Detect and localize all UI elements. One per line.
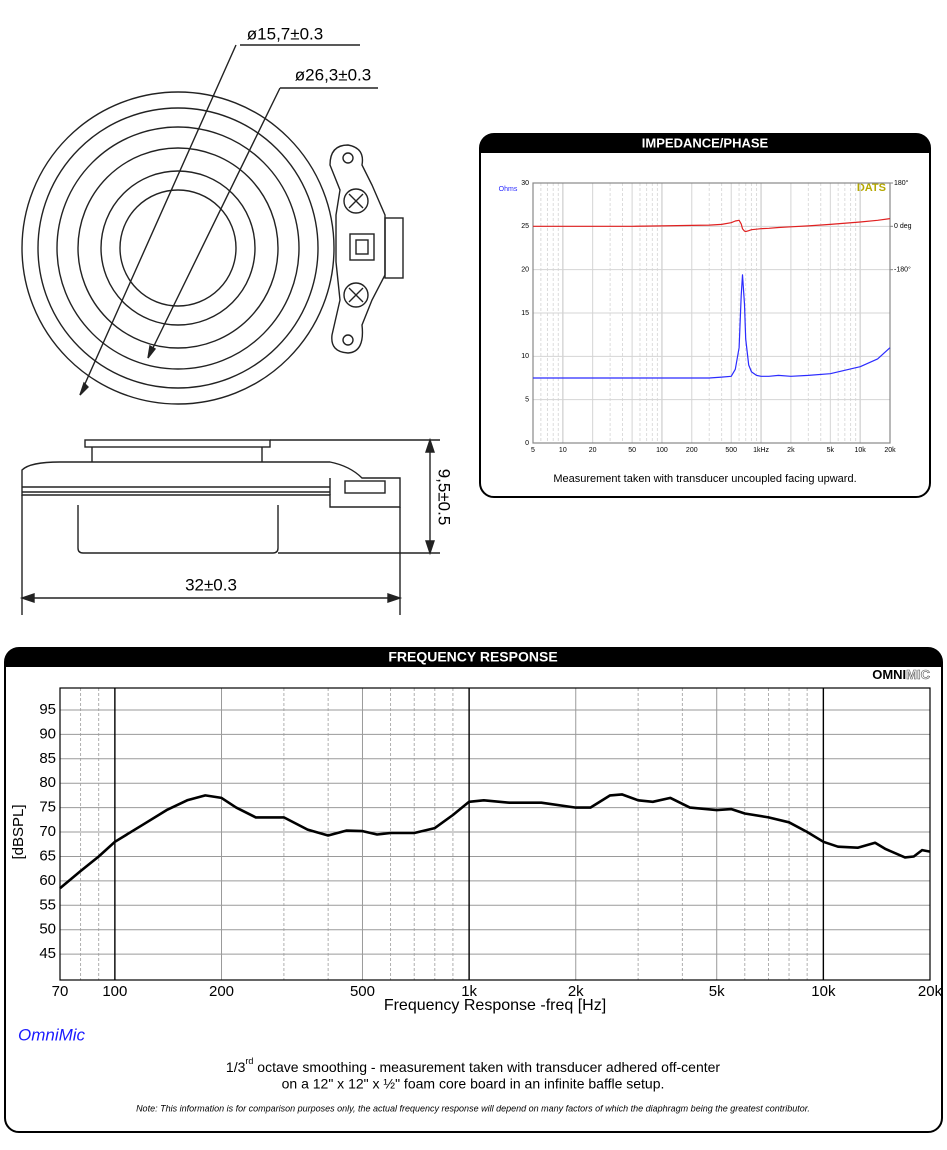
x-tick-label: 2k — [568, 983, 584, 1000]
x-tick-label: 20k — [884, 447, 896, 454]
caption: on a 12" x 12" x ½" foam core board in a… — [282, 1076, 665, 1092]
x-tick-label: 1kHz — [753, 447, 769, 454]
caption: 1/3rd octave smoothing - measurement tak… — [226, 1056, 720, 1074]
y-axis-label: Ohms — [499, 186, 518, 193]
source: OmniMic — [18, 1025, 86, 1044]
x-tick-label: 200 — [686, 447, 698, 454]
brand: OMNIMIC — [872, 667, 930, 682]
y-tick-label: 50 — [39, 921, 56, 938]
series-line — [533, 274, 891, 379]
x-tick-label: 50 — [628, 447, 636, 454]
dimension-label: ø15,7±0.3 — [247, 24, 323, 43]
plot-frame — [532, 182, 891, 444]
x-tick-label: 10k — [811, 983, 836, 1000]
y-tick-label: 90 — [39, 725, 56, 742]
x-tick-label: 1k — [461, 983, 477, 1000]
y-tick-label: 25 — [521, 223, 529, 230]
chart-title: IMPEDANCE/PHASE — [642, 135, 769, 150]
x-tick-label: 70 — [52, 983, 69, 1000]
technical-drawing: ø15,7±0.3 ø26,3±0.3 9,5±0.5 32±0.3 — [19, 24, 454, 615]
y-tick-label: 75 — [39, 799, 56, 816]
y-tick-label: 5 — [525, 397, 529, 404]
brand: DATS — [857, 182, 886, 194]
caption-superscript: rd — [245, 1056, 253, 1066]
dimension-label: 9,5±0.5 — [435, 469, 454, 526]
x-tick-label: 5 — [531, 447, 535, 454]
y-tick-label: 70 — [39, 823, 56, 840]
y-axis-label: [dBSPL] — [10, 804, 27, 859]
x-tick-label: 100 — [656, 447, 668, 454]
y-tick-label: 30 — [521, 180, 529, 187]
panel-header — [5, 648, 942, 667]
y-tick-label: 80 — [39, 774, 56, 791]
y-tick-label: 85 — [39, 750, 56, 767]
plot-frame — [59, 687, 931, 981]
series-line — [533, 218, 891, 233]
caption-part: octave smoothing - measurement taken wit… — [253, 1059, 720, 1075]
dimension-label: ø26,3±0.3 — [295, 65, 371, 84]
x-tick-label: 2k — [787, 447, 795, 454]
y-tick-label: 55 — [39, 896, 56, 913]
x-tick-label: 20 — [589, 447, 597, 454]
x-axis-label: Frequency Response -freq [Hz] — [384, 997, 606, 1014]
chart-title: FREQUENCY RESPONSE — [388, 649, 557, 665]
caption-part: 1/3 — [226, 1059, 246, 1075]
y-tick-label: 0 — [525, 440, 529, 447]
y-tick-label: 65 — [39, 847, 56, 864]
panel-header — [480, 134, 930, 153]
dimension-label: 32±0.3 — [185, 575, 237, 594]
x-tick-label: 200 — [209, 983, 234, 1000]
y-tick-label: 10 — [521, 353, 529, 360]
y-tick-label: 20 — [521, 267, 529, 274]
x-tick-label: 5k — [709, 983, 725, 1000]
brand-part: MIC — [906, 667, 930, 682]
frequency-panel: FREQUENCY RESPONSE OMNIMIC [dBSPL] Frequ… — [4, 647, 943, 1133]
y-tick-label: 60 — [39, 872, 56, 889]
y2-tick-label: -180° — [894, 266, 911, 274]
y-tick-label: 45 — [39, 945, 56, 962]
series-line — [59, 793, 931, 890]
caption: Measurement taken with transducer uncoup… — [553, 473, 856, 485]
y-tick-label: 95 — [39, 701, 56, 718]
x-tick-label: 10k — [855, 447, 867, 454]
y-tick-label: 15 — [521, 310, 529, 317]
y2-tick-label: 0 deg — [894, 223, 912, 230]
x-tick-label: 10 — [559, 447, 567, 454]
note: Note: This information is for comparison… — [136, 1103, 810, 1113]
x-tick-label: 500 — [725, 447, 737, 454]
x-tick-label: 5k — [827, 447, 835, 454]
x-tick-label: 20k — [918, 983, 943, 1000]
y2-tick-label: 180° — [894, 179, 909, 187]
brand-part: OMNI — [872, 667, 906, 682]
x-tick-label: 500 — [350, 983, 375, 1000]
x-tick-label: 100 — [102, 983, 127, 1000]
